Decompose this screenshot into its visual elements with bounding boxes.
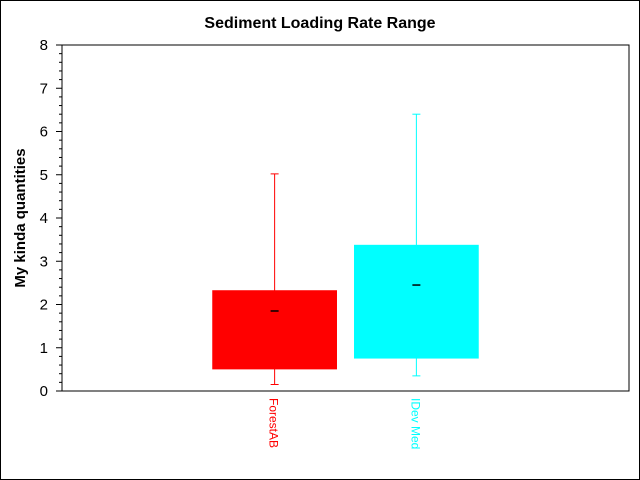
y-tick-label: 3 bbox=[40, 253, 48, 270]
y-tick-label: 5 bbox=[40, 167, 48, 184]
y-tick-label: 0 bbox=[40, 383, 48, 400]
category-label: ForestAB bbox=[267, 398, 281, 448]
box-series: ForestAB IDev Med bbox=[212, 113, 479, 449]
y-tick-label: 1 bbox=[40, 340, 48, 357]
y-tick-label: 7 bbox=[40, 80, 48, 97]
y-tick-label: 4 bbox=[40, 210, 48, 227]
category-label: IDev Med bbox=[408, 398, 422, 449]
box-forestab bbox=[212, 290, 337, 370]
y-axis: 0 1 2 3 4 5 6 7 8 bbox=[40, 37, 62, 400]
plot-area bbox=[61, 44, 630, 392]
y-tick-label: 8 bbox=[40, 37, 48, 54]
box-idev-med bbox=[354, 244, 479, 359]
chart-title: Sediment Loading Rate Range bbox=[204, 15, 435, 32]
y-tick-label: 6 bbox=[40, 124, 48, 141]
y-axis-label: My kinda quantities bbox=[12, 148, 29, 287]
y-tick-label: 2 bbox=[40, 297, 48, 314]
